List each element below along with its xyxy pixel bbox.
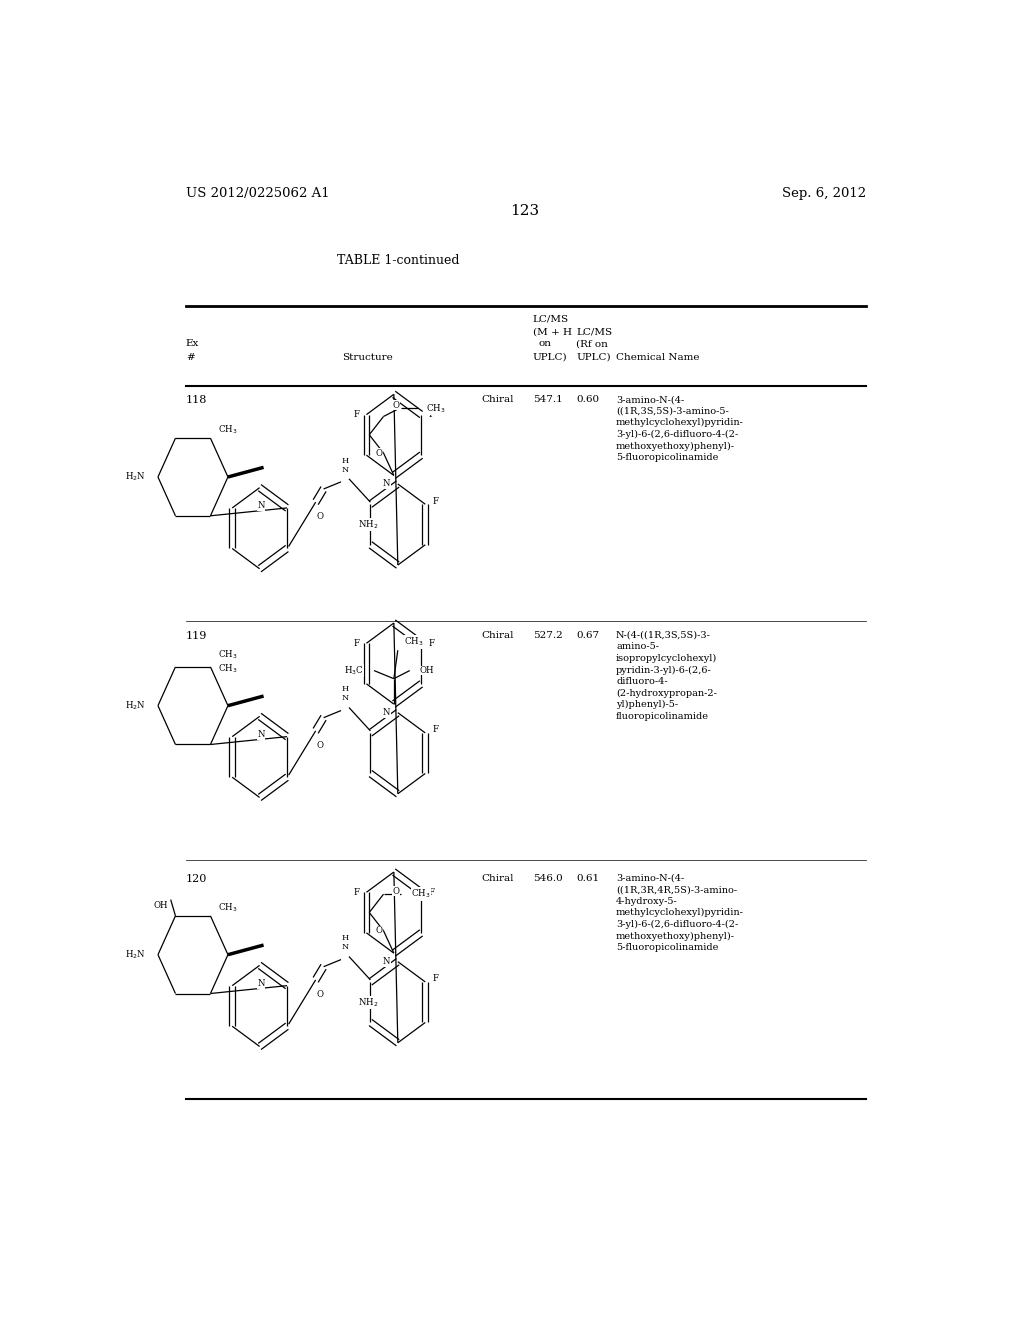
Text: N-(4-((1R,3S,5S)-3-
amino-5-
isopropylcyclohexyl)
pyridin-3-yl)-6-(2,6-
difluoro: N-(4-((1R,3S,5S)-3- amino-5- isopropylcy… <box>616 631 718 721</box>
Text: 3-amino-N-(4-
((1R,3S,5S)-3-amino-5-
methylcyclohexyl)pyridin-
3-yl)-6-(2,6-difl: 3-amino-N-(4- ((1R,3S,5S)-3-amino-5- met… <box>616 395 744 462</box>
Text: CH$_3$: CH$_3$ <box>426 403 445 414</box>
Text: O: O <box>316 990 324 999</box>
Text: Chiral: Chiral <box>481 395 514 404</box>
Text: F: F <box>429 888 434 896</box>
Text: 527.2: 527.2 <box>532 631 562 640</box>
Text: NH$_2$: NH$_2$ <box>357 519 378 531</box>
Text: OH: OH <box>419 667 434 675</box>
Text: OH: OH <box>153 902 168 911</box>
Text: F: F <box>429 411 434 418</box>
Text: F: F <box>432 974 438 983</box>
Text: 0.61: 0.61 <box>577 874 599 883</box>
Text: F: F <box>353 411 359 418</box>
Text: H$_2$N: H$_2$N <box>125 700 146 711</box>
Text: TABLE 1-continued: TABLE 1-continued <box>337 253 459 267</box>
Text: F: F <box>432 496 438 506</box>
Text: F: F <box>353 888 359 896</box>
Text: H$_2$N: H$_2$N <box>125 949 146 961</box>
Text: CH$_3$: CH$_3$ <box>218 902 238 913</box>
Text: 547.1: 547.1 <box>532 395 562 404</box>
Text: 123: 123 <box>510 205 540 218</box>
Text: CH$_3$: CH$_3$ <box>404 636 424 648</box>
Text: Ex: Ex <box>186 339 200 348</box>
Text: on: on <box>539 339 551 348</box>
Text: O: O <box>375 449 382 458</box>
Text: UPLC): UPLC) <box>532 352 567 362</box>
Text: H$_2$N: H$_2$N <box>125 471 146 483</box>
Text: F: F <box>432 726 438 734</box>
Text: N: N <box>383 479 390 488</box>
Text: F: F <box>429 639 434 648</box>
Text: Chiral: Chiral <box>481 874 514 883</box>
Text: N: N <box>383 708 390 717</box>
Text: O: O <box>393 401 399 409</box>
Text: N: N <box>257 502 265 511</box>
Text: 3-amino-N-(4-
((1R,3R,4R,5S)-3-amino-
4-hydroxy-5-
methylcyclohexyl)pyridin-
3-y: 3-amino-N-(4- ((1R,3R,4R,5S)-3-amino- 4-… <box>616 874 744 952</box>
Text: CH$_3$: CH$_3$ <box>218 648 238 661</box>
Text: N: N <box>383 957 390 966</box>
Text: O: O <box>316 741 324 750</box>
Text: H
N: H N <box>341 685 348 702</box>
Text: CH$_3$: CH$_3$ <box>218 424 238 437</box>
Text: 546.0: 546.0 <box>532 874 562 883</box>
Text: (Rf on: (Rf on <box>577 339 608 348</box>
Text: Chiral: Chiral <box>481 631 514 640</box>
Text: F: F <box>353 639 359 648</box>
Text: UPLC): UPLC) <box>577 352 611 362</box>
Text: N: N <box>257 730 265 739</box>
Text: N: N <box>257 979 265 989</box>
Text: 120: 120 <box>186 874 207 884</box>
Text: 118: 118 <box>186 395 207 405</box>
Text: H
N: H N <box>341 935 348 952</box>
Text: #: # <box>186 352 195 362</box>
Text: 0.67: 0.67 <box>577 631 599 640</box>
Text: 119: 119 <box>186 631 207 642</box>
Text: H
N: H N <box>341 457 348 474</box>
Text: Chemical Name: Chemical Name <box>616 352 699 362</box>
Text: Structure: Structure <box>342 352 393 362</box>
Text: 0.60: 0.60 <box>577 395 599 404</box>
Text: O: O <box>393 887 399 896</box>
Text: Sep. 6, 2012: Sep. 6, 2012 <box>782 187 866 199</box>
Text: CH$_3$: CH$_3$ <box>218 663 238 675</box>
Text: O: O <box>375 927 382 936</box>
Text: (M + H: (M + H <box>532 327 571 337</box>
Text: O: O <box>316 512 324 521</box>
Text: CH$_3$: CH$_3$ <box>412 888 431 900</box>
Text: H$_3$C: H$_3$C <box>344 664 364 677</box>
Text: LC/MS: LC/MS <box>532 315 569 323</box>
Text: NH$_2$: NH$_2$ <box>357 997 378 1008</box>
Text: US 2012/0225062 A1: US 2012/0225062 A1 <box>186 187 330 199</box>
Text: LC/MS: LC/MS <box>577 327 612 337</box>
